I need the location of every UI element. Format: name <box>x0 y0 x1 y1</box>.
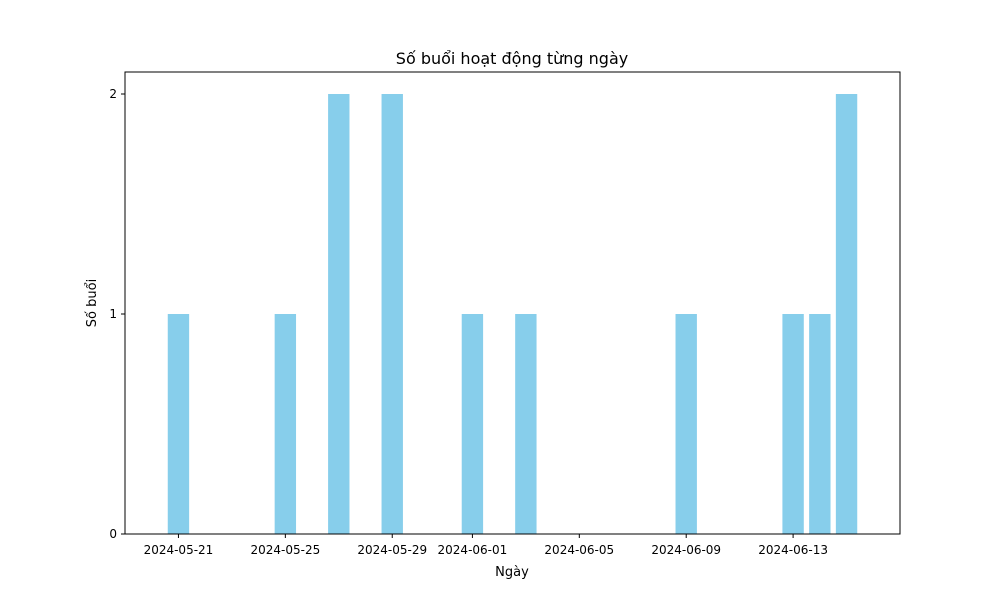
bar-2024-05-21 <box>167 314 190 534</box>
x-tick-label: 2024-06-05 <box>544 543 614 557</box>
bar-2024-06-09 <box>675 314 697 534</box>
y-tick-label: 1 <box>109 307 117 321</box>
y-tick-label: 0 <box>109 527 117 541</box>
x-axis-title: Ngày <box>495 565 529 580</box>
bar-2024-06-01 <box>461 314 484 534</box>
x-tick-label: 2024-05-29 <box>357 543 427 557</box>
y-axis-title: Số buổi <box>85 279 100 327</box>
x-tick-label: 2024-06-13 <box>758 543 828 557</box>
x-tick-label: 2024-05-25 <box>250 543 320 557</box>
bar-2024-05-27 <box>328 94 350 534</box>
bar-2024-05-29 <box>381 94 403 534</box>
x-tick-label: 2024-06-01 <box>438 543 508 557</box>
plot-frame <box>124 71 901 535</box>
y-axis: 0 1 2 <box>109 87 125 541</box>
y-tick-label: 2 <box>109 87 117 101</box>
bar-series <box>167 94 858 534</box>
bar-2024-05-25 <box>274 314 297 534</box>
bar-2024-06-15 <box>835 94 858 534</box>
bar-2024-06-03 <box>515 314 537 534</box>
x-axis: 2024-05-21 2024-05-25 2024-05-29 2024-06-01… <box>144 534 828 557</box>
x-tick-label: 2024-06-09 <box>651 543 721 557</box>
bar-2024-06-13 <box>782 314 804 534</box>
x-tick-label: 2024-05-21 <box>144 543 214 557</box>
chart-title: Số buổi hoạt động từng ngày <box>396 49 628 68</box>
bar-2024-06-14 <box>809 314 831 534</box>
